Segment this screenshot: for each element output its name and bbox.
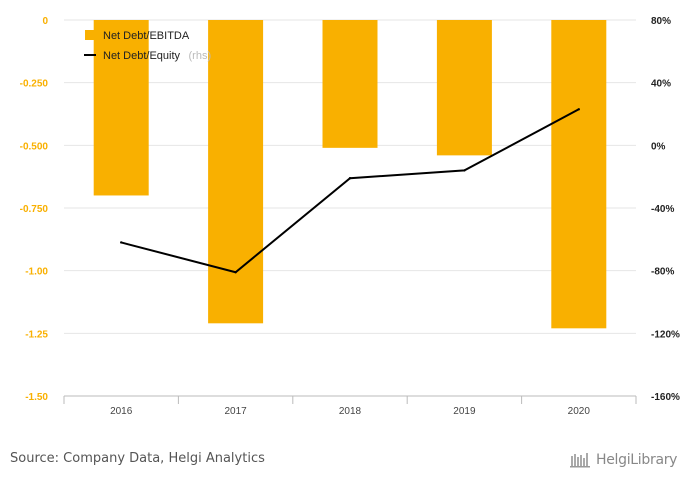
legend: Net Debt/EBITDA Net Debt/Equity (rhs) <box>84 30 211 63</box>
bars <box>93 20 607 329</box>
line-point <box>463 169 466 172</box>
line-point <box>348 177 352 180</box>
legend-swatch-bar <box>85 30 95 40</box>
legend-label-bar: Net Debt/EBITDA <box>103 30 190 42</box>
y-right-tick-label: 0% <box>651 141 666 152</box>
bar-net-debt-ebitda <box>436 20 492 156</box>
y-left-tick-label: -1.00 <box>25 267 48 278</box>
axes: 0 -0.250 -0.500 -0.750 -1.00 -1.25 -1.50 80% 40%… <box>20 16 680 417</box>
line-point <box>120 241 123 244</box>
line-point <box>234 271 237 274</box>
bar-net-debt-ebitda <box>93 20 149 196</box>
x-tick-label: 2020 <box>568 406 591 417</box>
source-note: Source: Company Data, Helgi Analytics <box>10 451 265 466</box>
y-left-tick-label: -0.250 <box>20 79 49 90</box>
bar-net-debt-ebitda <box>551 20 607 329</box>
y-right-tick-label: -120% <box>651 329 680 340</box>
y-right-tick-label: 80% <box>651 16 671 27</box>
chart: 0 -0.250 -0.500 -0.750 -1.00 -1.25 -1.50 80% 40%… <box>20 16 680 417</box>
legend-label-line-name: Net Debt/Equity <box>103 50 181 62</box>
y-right-tick-label: -160% <box>651 392 680 403</box>
y-right-tick-label: -40% <box>651 204 674 215</box>
x-tick-label: 2018 <box>339 406 362 417</box>
legend-label-line-suffix: (rhs) <box>189 50 212 62</box>
y-left-tick-label: -1.25 <box>25 329 48 340</box>
y-left-tick-label: -0.750 <box>20 204 49 215</box>
x-tick-label: 2016 <box>110 406 133 417</box>
brand-name: HelgiLibrary <box>596 452 678 468</box>
x-tick-label: 2019 <box>453 406 476 417</box>
y-right-tick-label: -80% <box>651 267 674 278</box>
x-tick-label: 2017 <box>224 406 247 417</box>
library-books-icon <box>570 453 590 468</box>
line-point <box>577 108 580 111</box>
brand-logo[interactable]: HelgiLibrary <box>570 450 677 470</box>
y-right-tick-label: 40% <box>651 79 671 90</box>
y-left-tick-label: -0.500 <box>20 141 49 152</box>
bar-net-debt-ebitda <box>322 20 378 148</box>
legend-label-line: Net Debt/Equity (rhs) <box>103 46 211 63</box>
y-left-tick-label: 0 <box>42 16 48 27</box>
y-left-tick-label: -1.50 <box>25 392 48 403</box>
line-series <box>120 108 580 274</box>
bar-net-debt-ebitda <box>208 20 264 324</box>
